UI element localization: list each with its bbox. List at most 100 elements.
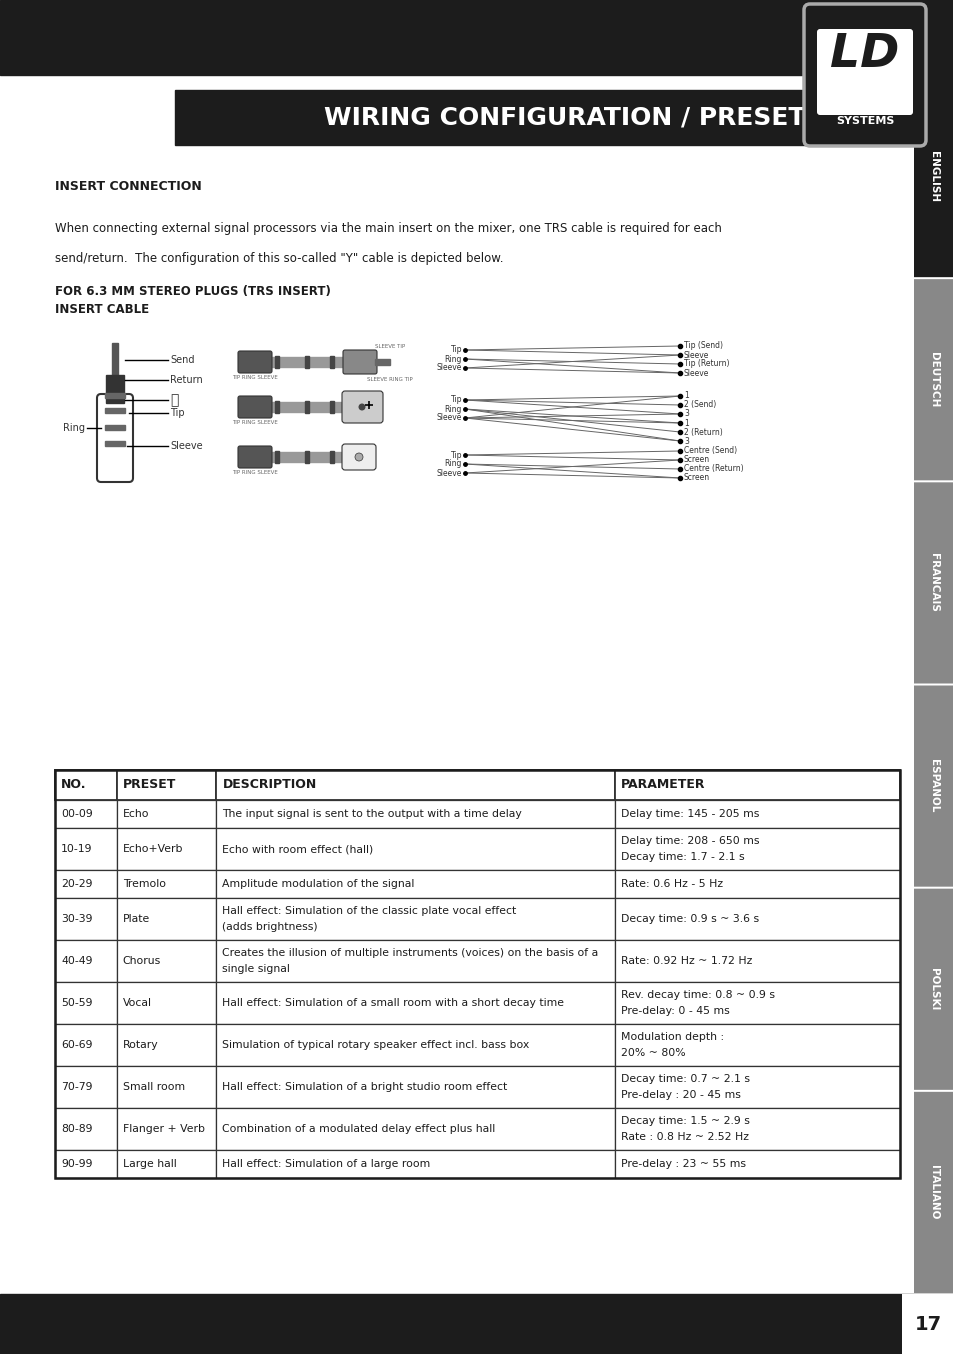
Text: Centre (Return): Centre (Return) — [683, 464, 742, 474]
Text: 2 (Send): 2 (Send) — [683, 401, 716, 409]
Bar — [105, 408, 125, 413]
FancyBboxPatch shape — [913, 685, 953, 887]
Text: PRESET: PRESET — [123, 779, 176, 792]
Bar — [216, 1150, 615, 1178]
Bar — [116, 1066, 216, 1108]
Text: INSERT CABLE: INSERT CABLE — [55, 303, 149, 315]
Text: Large hall: Large hall — [123, 1159, 176, 1169]
Bar — [274, 451, 278, 463]
Bar — [615, 800, 899, 829]
Text: 1: 1 — [683, 418, 688, 428]
Bar — [274, 356, 278, 368]
Text: Amplitude modulation of the signal: Amplitude modulation of the signal — [222, 879, 415, 890]
Text: 17: 17 — [914, 1315, 941, 1334]
Bar — [55, 770, 899, 1178]
Text: When connecting external signal processors via the main insert on the mixer, one: When connecting external signal processo… — [55, 222, 721, 236]
Bar — [55, 1108, 116, 1150]
Bar — [901, 1294, 953, 1354]
Text: WIRING CONFIGURATION / PRESET: WIRING CONFIGURATION / PRESET — [323, 106, 804, 130]
Bar — [116, 1024, 216, 1066]
Text: Creates the illusion of multiple instruments (voices) on the basis of a: Creates the illusion of multiple instrum… — [222, 948, 598, 959]
Bar — [375, 359, 390, 366]
Bar — [55, 982, 116, 1024]
Text: ESPANOL: ESPANOL — [928, 760, 938, 812]
Text: Pre-delay: 0 - 45 ms: Pre-delay: 0 - 45 ms — [620, 1006, 729, 1016]
Bar — [106, 375, 124, 403]
Bar — [270, 402, 345, 412]
FancyBboxPatch shape — [913, 279, 953, 481]
Text: Sleeve: Sleeve — [170, 441, 202, 451]
Bar — [615, 871, 899, 898]
Text: SLEEVE TIP: SLEEVE TIP — [375, 344, 405, 349]
Text: Ring: Ring — [444, 459, 461, 468]
Text: Rev. decay time: 0.8 ~ 0.9 s: Rev. decay time: 0.8 ~ 0.9 s — [620, 990, 775, 1001]
Text: LD: LD — [829, 32, 899, 77]
Text: Tip: Tip — [450, 345, 461, 355]
Bar — [55, 940, 116, 982]
Ellipse shape — [358, 403, 365, 410]
Text: Tip: Tip — [450, 395, 461, 405]
Bar — [216, 898, 615, 940]
Text: FRANCAIS: FRANCAIS — [928, 554, 938, 612]
Bar — [112, 343, 118, 378]
Text: Centre (Send): Centre (Send) — [683, 447, 737, 455]
Text: Decay time: 1.5 ~ 2.9 s: Decay time: 1.5 ~ 2.9 s — [620, 1116, 749, 1127]
Bar — [615, 770, 899, 800]
Text: 20-29: 20-29 — [61, 879, 92, 890]
Bar — [216, 770, 615, 800]
Text: Tip: Tip — [450, 451, 461, 459]
Text: Pre-delay : 23 ~ 55 ms: Pre-delay : 23 ~ 55 ms — [620, 1159, 745, 1169]
Text: Rate: 0.92 Hz ~ 1.72 Hz: Rate: 0.92 Hz ~ 1.72 Hz — [620, 956, 752, 965]
Text: 30-39: 30-39 — [61, 914, 92, 923]
Bar — [55, 770, 116, 800]
Text: Hall effect: Simulation of the classic plate vocal effect: Hall effect: Simulation of the classic p… — [222, 906, 517, 917]
Bar — [216, 829, 615, 871]
FancyBboxPatch shape — [913, 888, 953, 1090]
Bar — [55, 1024, 116, 1066]
Bar — [216, 940, 615, 982]
Bar — [330, 401, 334, 413]
Text: Delay time: 208 - 650 ms: Delay time: 208 - 650 ms — [620, 835, 759, 846]
Bar — [615, 1024, 899, 1066]
Text: Tip (Send): Tip (Send) — [683, 341, 722, 351]
Text: 50-59: 50-59 — [61, 998, 92, 1007]
FancyBboxPatch shape — [237, 395, 272, 418]
FancyBboxPatch shape — [343, 349, 376, 374]
Text: Hall effect: Simulation of a small room with a short decay time: Hall effect: Simulation of a small room … — [222, 998, 564, 1007]
Bar — [116, 898, 216, 940]
Text: 60-69: 60-69 — [61, 1040, 92, 1049]
Bar — [216, 1024, 615, 1066]
FancyBboxPatch shape — [97, 394, 132, 482]
Text: Echo: Echo — [123, 808, 149, 819]
Text: 90-99: 90-99 — [61, 1159, 92, 1169]
Bar — [116, 800, 216, 829]
Bar — [274, 401, 278, 413]
Text: Sleeve: Sleeve — [436, 468, 461, 478]
Text: Vocal: Vocal — [123, 998, 152, 1007]
Bar — [116, 982, 216, 1024]
Bar — [216, 871, 615, 898]
Text: single signal: single signal — [222, 964, 290, 974]
Bar — [615, 1066, 899, 1108]
Text: 3: 3 — [683, 409, 688, 418]
Bar — [305, 356, 309, 368]
Ellipse shape — [355, 454, 363, 460]
Text: Sleeve: Sleeve — [683, 368, 709, 378]
Text: ITALIANO: ITALIANO — [928, 1166, 938, 1220]
FancyBboxPatch shape — [237, 445, 272, 468]
Text: NO.: NO. — [61, 779, 87, 792]
Text: FOR 6.3 MM STEREO PLUGS (TRS INSERT): FOR 6.3 MM STEREO PLUGS (TRS INSERT) — [55, 284, 331, 298]
Text: TIP RING SLEEVE: TIP RING SLEEVE — [232, 375, 277, 380]
Text: ENGLISH: ENGLISH — [928, 152, 938, 202]
Text: send/return.  The configuration of this so-called "Y" cable is depicted below.: send/return. The configuration of this s… — [55, 252, 503, 265]
Text: Rotary: Rotary — [123, 1040, 158, 1049]
Bar — [305, 401, 309, 413]
Bar — [270, 452, 345, 462]
Bar — [116, 940, 216, 982]
Bar — [270, 357, 345, 367]
Bar — [0, 1294, 953, 1354]
Text: Screen: Screen — [683, 474, 709, 482]
Bar — [55, 829, 116, 871]
Text: ⏚: ⏚ — [170, 393, 178, 408]
FancyBboxPatch shape — [237, 351, 272, 372]
